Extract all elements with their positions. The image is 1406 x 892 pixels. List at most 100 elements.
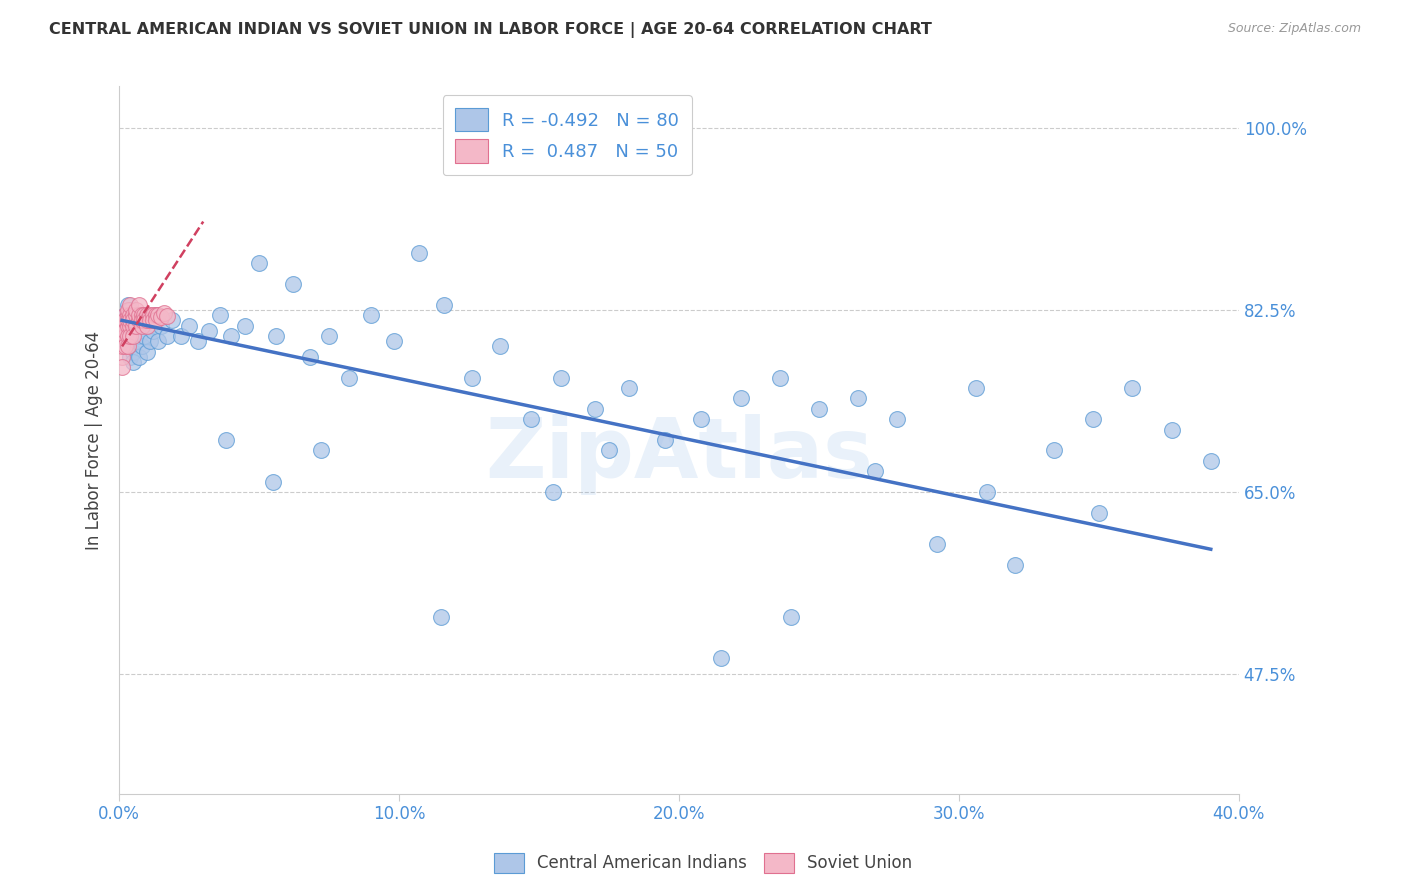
- Point: [131, 318, 153, 333]
- Point: [690, 412, 713, 426]
- Point: [114, 324, 136, 338]
- Point: [156, 310, 179, 324]
- Point: [117, 303, 139, 318]
- Point: [117, 308, 139, 322]
- Point: [408, 245, 430, 260]
- Point: [145, 308, 167, 322]
- Point: [114, 339, 136, 353]
- Point: [179, 318, 201, 333]
- Point: [128, 308, 150, 322]
- Point: [156, 329, 179, 343]
- Point: [976, 485, 998, 500]
- Point: [598, 443, 620, 458]
- Point: [125, 308, 148, 322]
- Point: [134, 308, 156, 322]
- Point: [219, 329, 242, 343]
- Point: [136, 308, 159, 322]
- Point: [122, 344, 145, 359]
- Point: [120, 329, 142, 343]
- Point: [337, 370, 360, 384]
- Point: [117, 339, 139, 353]
- Point: [170, 329, 193, 343]
- Text: CENTRAL AMERICAN INDIAN VS SOVIET UNION IN LABOR FORCE | AGE 20-64 CORRELATION C: CENTRAL AMERICAN INDIAN VS SOVIET UNION …: [49, 22, 932, 38]
- Point: [925, 537, 948, 551]
- Point: [131, 318, 153, 333]
- Point: [114, 334, 136, 349]
- Point: [120, 303, 142, 318]
- Point: [125, 308, 148, 322]
- Legend: Central American Indians, Soviet Union: Central American Indians, Soviet Union: [486, 847, 920, 880]
- Point: [142, 313, 165, 327]
- Point: [134, 329, 156, 343]
- Point: [125, 318, 148, 333]
- Point: [1199, 454, 1222, 468]
- Point: [111, 318, 134, 333]
- Point: [120, 329, 142, 343]
- Point: [489, 339, 512, 353]
- Point: [139, 334, 162, 349]
- Point: [148, 334, 170, 349]
- Point: [114, 329, 136, 343]
- Point: [461, 370, 484, 384]
- Point: [730, 392, 752, 406]
- Point: [965, 381, 987, 395]
- Point: [309, 443, 332, 458]
- Point: [128, 350, 150, 364]
- Point: [769, 370, 792, 384]
- Text: Source: ZipAtlas.com: Source: ZipAtlas.com: [1227, 22, 1361, 36]
- Point: [145, 308, 167, 322]
- Point: [120, 318, 142, 333]
- Point: [139, 313, 162, 327]
- Point: [846, 392, 869, 406]
- Point: [139, 318, 162, 333]
- Point: [117, 313, 139, 327]
- Point: [519, 412, 541, 426]
- Point: [863, 464, 886, 478]
- Point: [541, 485, 564, 500]
- Point: [262, 475, 284, 489]
- Point: [120, 308, 142, 322]
- Point: [583, 401, 606, 416]
- Point: [111, 360, 134, 375]
- Point: [710, 651, 733, 665]
- Point: [136, 318, 159, 333]
- Point: [120, 313, 142, 327]
- Point: [131, 308, 153, 322]
- Point: [125, 334, 148, 349]
- Point: [120, 298, 142, 312]
- Point: [617, 381, 640, 395]
- Point: [233, 318, 256, 333]
- Point: [128, 313, 150, 327]
- Point: [886, 412, 908, 426]
- Text: ZipAtlas: ZipAtlas: [485, 414, 873, 495]
- Point: [131, 339, 153, 353]
- Point: [162, 313, 184, 327]
- Point: [122, 313, 145, 327]
- Point: [1088, 506, 1111, 520]
- Point: [150, 318, 173, 333]
- Point: [1121, 381, 1143, 395]
- Point: [145, 313, 167, 327]
- Y-axis label: In Labor Force | Age 20-64: In Labor Force | Age 20-64: [86, 330, 103, 549]
- Point: [136, 344, 159, 359]
- Point: [131, 313, 153, 327]
- Point: [1043, 443, 1066, 458]
- Point: [430, 610, 453, 624]
- Point: [187, 334, 209, 349]
- Point: [125, 303, 148, 318]
- Point: [1004, 558, 1026, 572]
- Point: [298, 350, 321, 364]
- Point: [122, 329, 145, 343]
- Point: [318, 329, 340, 343]
- Point: [111, 329, 134, 343]
- Legend: R = -0.492   N = 80, R =  0.487   N = 50: R = -0.492 N = 80, R = 0.487 N = 50: [443, 95, 692, 175]
- Point: [247, 256, 270, 270]
- Point: [122, 308, 145, 322]
- Point: [128, 298, 150, 312]
- Point: [382, 334, 405, 349]
- Point: [136, 313, 159, 327]
- Point: [117, 339, 139, 353]
- Point: [1160, 423, 1182, 437]
- Point: [134, 308, 156, 322]
- Point: [114, 308, 136, 322]
